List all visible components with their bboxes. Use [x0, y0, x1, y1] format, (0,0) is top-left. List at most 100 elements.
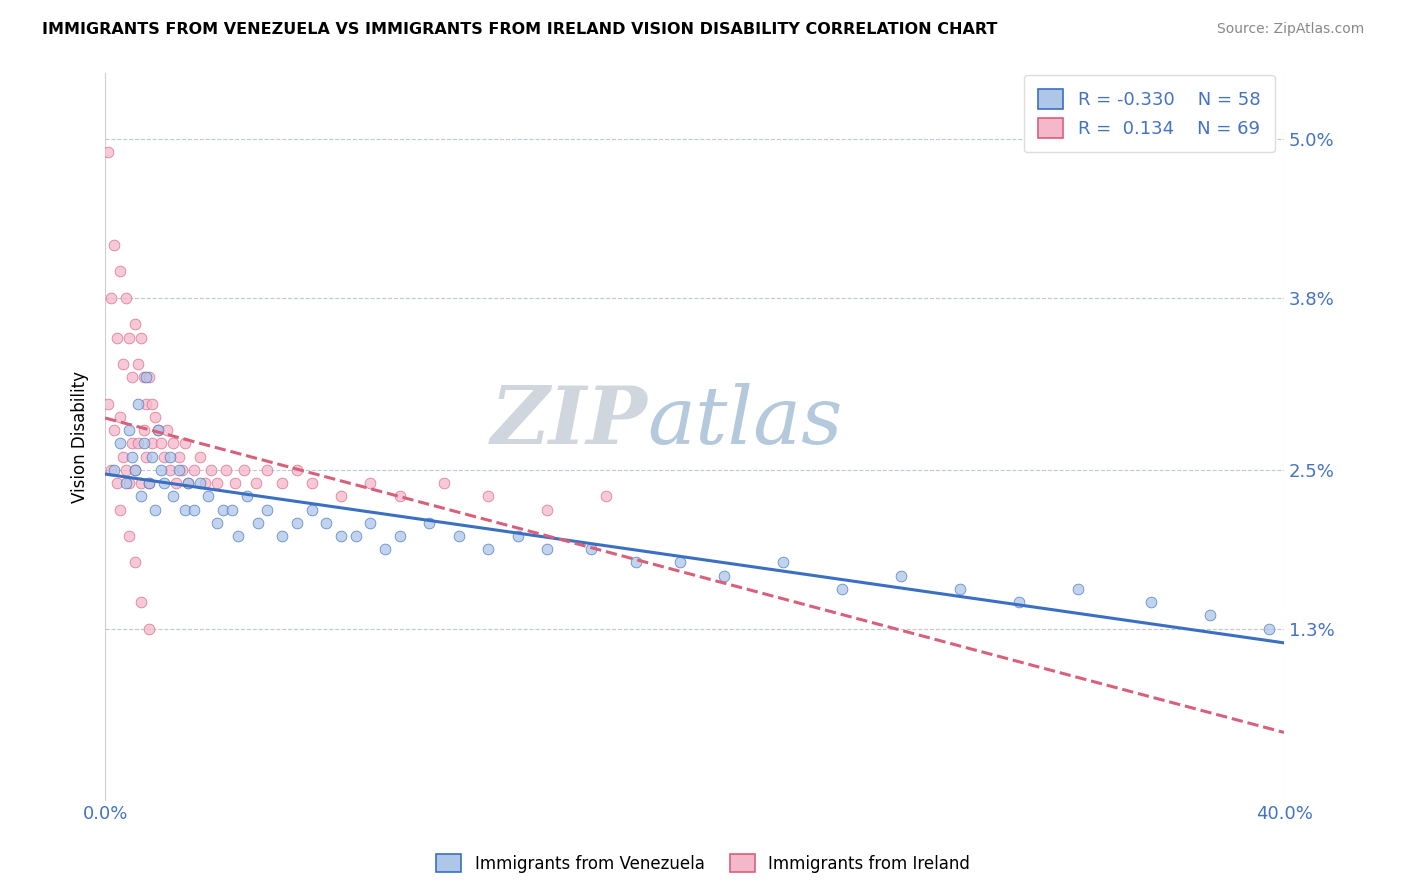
Point: [97, 145, 120, 160]
Point: [141, 436, 163, 450]
Point: [194, 476, 217, 491]
Point: [150, 436, 173, 450]
Point: [129, 489, 152, 503]
Point: [949, 582, 972, 596]
Point: [118, 330, 141, 344]
Point: [177, 476, 200, 491]
Point: [1199, 608, 1222, 623]
Point: [315, 516, 337, 530]
Point: [388, 529, 411, 543]
Point: [890, 568, 912, 582]
Point: [226, 529, 249, 543]
Point: [115, 291, 138, 305]
Point: [111, 357, 134, 371]
Point: [162, 489, 184, 503]
Point: [129, 476, 152, 491]
Point: [170, 463, 193, 477]
Point: [141, 450, 163, 464]
Point: [359, 476, 381, 491]
Point: [148, 423, 170, 437]
Point: [188, 476, 211, 491]
Point: [127, 397, 149, 411]
Text: atlas: atlas: [648, 384, 842, 461]
Point: [115, 463, 138, 477]
Point: [132, 423, 155, 437]
Point: [245, 476, 267, 491]
Point: [271, 529, 294, 543]
Point: [135, 450, 157, 464]
Point: [167, 463, 190, 477]
Point: [1258, 622, 1281, 636]
Point: [235, 489, 257, 503]
Point: [129, 330, 152, 344]
Point: [344, 529, 367, 543]
Point: [232, 463, 254, 477]
Point: [138, 622, 160, 636]
Point: [173, 502, 195, 516]
Point: [330, 489, 353, 503]
Point: [103, 238, 125, 252]
Point: [124, 463, 146, 477]
Point: [506, 529, 529, 543]
Point: [108, 436, 131, 450]
Point: [124, 556, 146, 570]
Point: [138, 476, 160, 491]
Y-axis label: Vision Disability: Vision Disability: [72, 371, 89, 503]
Legend: Immigrants from Venezuela, Immigrants from Ireland: Immigrants from Venezuela, Immigrants fr…: [430, 847, 976, 880]
Point: [256, 502, 278, 516]
Point: [118, 476, 141, 491]
Point: [105, 476, 128, 491]
Point: [105, 330, 128, 344]
Point: [285, 463, 308, 477]
Point: [205, 476, 228, 491]
Point: [165, 476, 187, 491]
Point: [121, 370, 143, 384]
Point: [121, 436, 143, 450]
Point: [132, 436, 155, 450]
Point: [143, 502, 166, 516]
Point: [100, 291, 122, 305]
Point: [135, 370, 157, 384]
Point: [150, 463, 173, 477]
Point: [205, 516, 228, 530]
Point: [153, 476, 176, 491]
Point: [256, 463, 278, 477]
Point: [103, 463, 125, 477]
Point: [418, 516, 440, 530]
Point: [477, 542, 499, 557]
Point: [200, 463, 222, 477]
Point: [118, 423, 141, 437]
Point: [127, 357, 149, 371]
Point: [212, 502, 235, 516]
Text: Source: ZipAtlas.com: Source: ZipAtlas.com: [1216, 22, 1364, 37]
Point: [143, 409, 166, 424]
Point: [108, 264, 131, 278]
Point: [330, 529, 353, 543]
Point: [536, 502, 558, 516]
Point: [188, 450, 211, 464]
Point: [121, 450, 143, 464]
Point: [285, 516, 308, 530]
Point: [477, 489, 499, 503]
Point: [124, 463, 146, 477]
Point: [595, 489, 617, 503]
Point: [156, 423, 179, 437]
Point: [433, 476, 456, 491]
Point: [135, 397, 157, 411]
Point: [162, 436, 184, 450]
Point: [103, 423, 125, 437]
Point: [197, 489, 219, 503]
Point: [772, 556, 794, 570]
Text: ZIP: ZIP: [491, 384, 648, 461]
Point: [108, 409, 131, 424]
Point: [127, 436, 149, 450]
Point: [167, 450, 190, 464]
Point: [301, 502, 323, 516]
Point: [215, 463, 238, 477]
Point: [108, 502, 131, 516]
Point: [138, 476, 160, 491]
Point: [247, 516, 270, 530]
Point: [173, 436, 195, 450]
Point: [115, 476, 138, 491]
Point: [359, 516, 381, 530]
